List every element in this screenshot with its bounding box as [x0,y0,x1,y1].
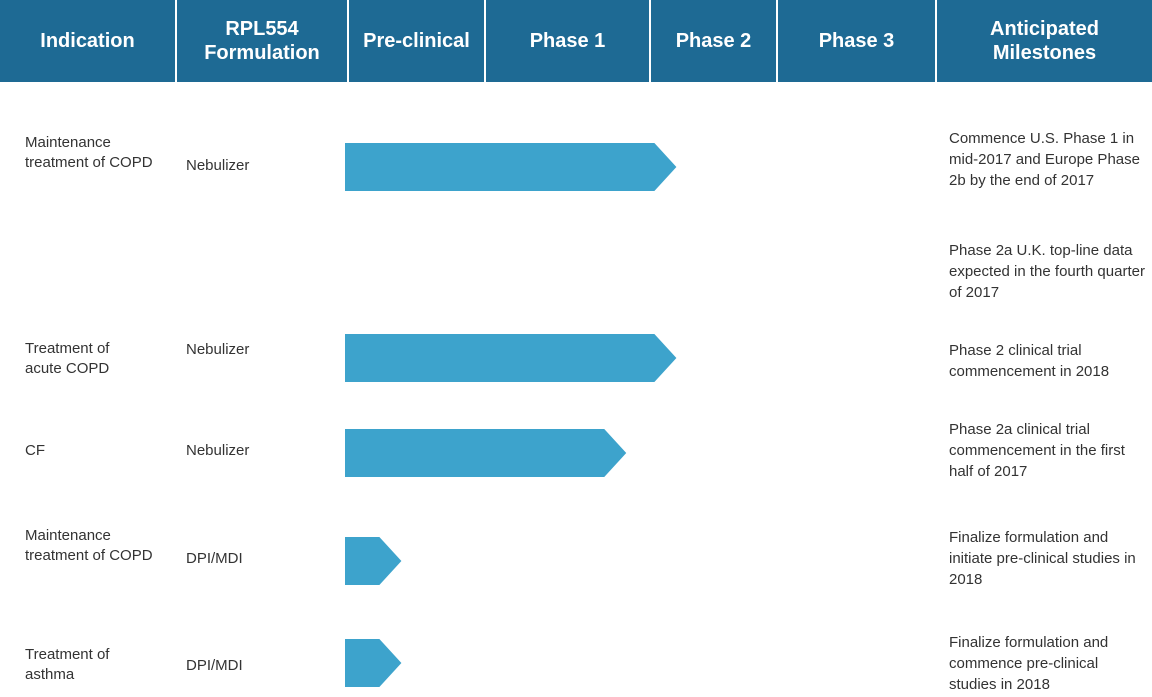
row-2-milestone-1: Phase 2 clinical trial commencement in 2… [949,342,1110,380]
header-phase-3: Phase 3 [778,0,935,82]
progress-arrow-row-3 [345,429,627,477]
row-1-milestone-1: Commence U.S. Phase 1 in mid-2017 and Eu… [949,130,1140,189]
header-phase-1: Phase 1 [486,0,649,82]
row-5-indication: Treatment of asthma [25,646,110,683]
row-3-formulation: Nebulizer [186,442,250,459]
row-1-indication: Maintenance treatment of COPD [25,134,153,171]
header-indication: Indication [0,0,175,82]
row-1-milestone-2: Phase 2a U.K. top-line data expected in … [949,242,1145,301]
progress-arrow-row-4 [345,537,402,585]
progress-arrow-row-1 [345,143,677,191]
row-4-formulation: DPI/MDI [186,550,243,567]
progress-arrow-row-2 [345,334,677,382]
header-formulation: RPL554 Formulation [177,0,347,82]
row-2-indication: Treatment of acute COPD [25,340,110,377]
row-4-indication: Maintenance treatment of COPD [25,527,153,564]
row-3-milestone-1: Phase 2a clinical trial commencement in … [949,421,1125,480]
header-milestones: Anticipated Milestones [937,0,1152,82]
row-3-indication: CF [25,442,45,459]
row-1-formulation: Nebulizer [186,157,250,174]
row-5-milestone-1: Finalize formulation and commence pre-cl… [949,634,1109,693]
header-preclinical: Pre-clinical [349,0,484,82]
row-2-formulation: Nebulizer [186,341,250,358]
header-phase-2: Phase 2 [651,0,776,82]
row-5-formulation: DPI/MDI [186,657,243,674]
progress-arrow-row-5 [345,639,402,687]
row-4-milestone-1: Finalize formulation and initiate pre-cl… [949,529,1136,588]
pipeline-header: Indication RPL554 Formulation Pre-clinic… [0,0,1152,82]
